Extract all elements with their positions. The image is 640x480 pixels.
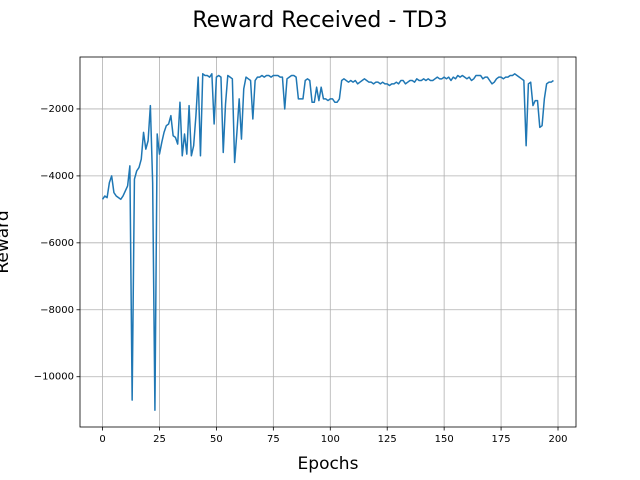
y-tick-label: −10000	[34, 372, 74, 383]
y-axis-label: Reward	[0, 210, 13, 273]
x-tick-label: 125	[378, 434, 397, 445]
y-tick-label: −4000	[40, 171, 74, 182]
x-axis-label: Epochs	[298, 454, 359, 474]
x-tick-label: 200	[548, 434, 567, 445]
axes-frame	[79, 56, 577, 428]
x-tick-label: 175	[492, 434, 511, 445]
x-tick-label: 75	[267, 434, 280, 445]
y-tick-label: −2000	[40, 104, 74, 115]
y-tick-label: −6000	[40, 238, 74, 249]
x-tick-label: 0	[99, 434, 105, 445]
grid	[80, 57, 576, 427]
x-tick-label: 50	[210, 434, 223, 445]
x-tick-label: 25	[153, 434, 166, 445]
x-tick-label: 150	[435, 434, 454, 445]
x-tick-label: 100	[321, 434, 340, 445]
data-line	[101, 73, 554, 411]
chart-title: Reward Received - TD3	[192, 8, 447, 33]
y-tick-label: −8000	[40, 305, 74, 316]
plot-area	[101, 73, 554, 411]
